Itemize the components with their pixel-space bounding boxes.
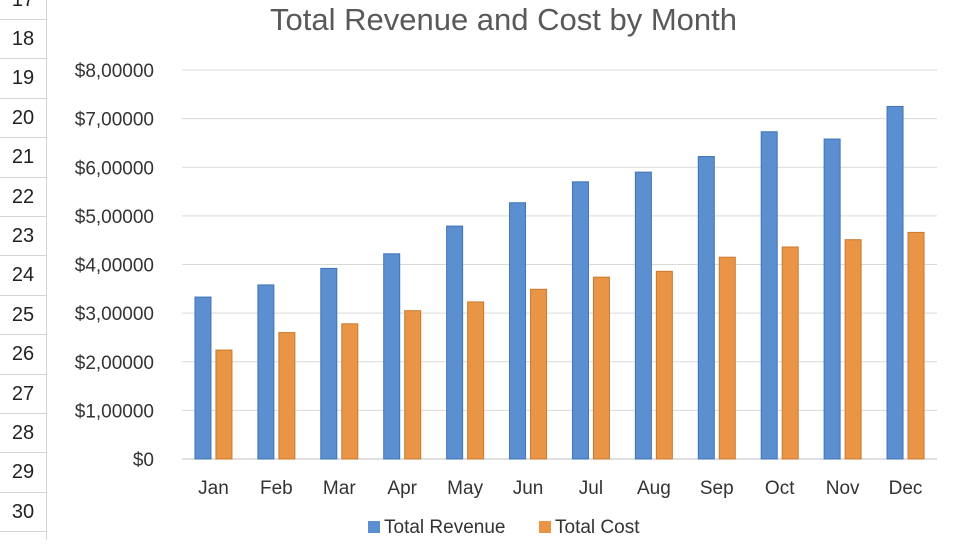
y-tick-label: $6,00000 [75, 158, 154, 179]
cost-bar-jan [215, 349, 233, 460]
cost-bar-mar [341, 323, 359, 460]
cost-bar-nov [844, 239, 862, 460]
row-header-20[interactable]: 20 [0, 99, 46, 139]
revenue-bar-jan [194, 296, 212, 460]
x-tick-label: Jan [198, 478, 229, 499]
cost-bar-jul [592, 276, 610, 460]
y-tick-label: $5,00000 [75, 207, 154, 228]
row-header-21[interactable]: 21 [0, 139, 46, 178]
y-tick-label: $8,00000 [75, 61, 154, 82]
x-tick-label: May [447, 478, 483, 499]
row-header-19[interactable]: 19 [0, 60, 46, 99]
x-tick-label: Feb [260, 478, 293, 499]
row-header-29[interactable]: 29 [0, 454, 46, 493]
cost-bar-oct [781, 246, 799, 460]
revenue-bar-sep [697, 156, 715, 460]
revenue-bar-may [446, 225, 464, 460]
row-header-18[interactable]: 18 [0, 20, 46, 60]
row-header-24[interactable]: 24 [0, 257, 46, 296]
cost-bar-may [467, 301, 485, 460]
x-tick-label: Nov [826, 478, 860, 499]
revenue-bar-apr [383, 253, 401, 460]
y-tick-label: $7,00000 [75, 110, 154, 131]
revenue-bar-oct [760, 131, 778, 460]
x-tick-label: Dec [889, 478, 923, 499]
cost-bar-dec [907, 231, 925, 460]
row-header-25[interactable]: 25 [0, 296, 46, 336]
revenue-bar-nov [823, 138, 841, 460]
revenue-bar-mar [320, 267, 338, 460]
x-tick-label: Jun [513, 478, 544, 499]
legend-swatch-cost [539, 521, 551, 533]
y-tick-label: $1,00000 [75, 401, 154, 422]
cost-bar-sep [718, 256, 736, 460]
x-tick-label: Apr [387, 478, 417, 499]
chart-title: Total Revenue and Cost by Month [270, 2, 737, 37]
row-header-28[interactable]: 28 [0, 414, 46, 454]
row-header-30[interactable]: 30 [0, 493, 46, 533]
cost-bar-jun [530, 288, 548, 460]
y-tick-label: $4,00000 [75, 256, 154, 277]
legend-label-revenue: Total Revenue [384, 517, 505, 538]
cost-bar-feb [278, 332, 296, 460]
legend-swatch-revenue [368, 521, 380, 533]
row-header-26[interactable]: 26 [0, 336, 46, 375]
x-tick-label: Sep [700, 478, 734, 499]
x-tick-label: Mar [323, 478, 356, 499]
row-headers: 1718192021222324252627282930 [0, 0, 47, 540]
cost-bar-apr [404, 310, 422, 460]
revenue-bar-jun [509, 202, 527, 460]
revenue-bar-dec [886, 105, 904, 460]
x-tick-label: Jul [579, 478, 603, 499]
bar-chart: $0 $1,00000 $2,00000 $3,00000 $4,00000 $5,000… [75, 61, 937, 538]
row-header-22[interactable]: 22 [0, 178, 46, 217]
row-header-17[interactable]: 17 [0, 0, 46, 20]
legend-label-cost: Total Cost [555, 517, 640, 538]
revenue-bar-jul [571, 181, 589, 460]
x-tick-label: Aug [637, 478, 671, 499]
revenue-bar-feb [257, 284, 275, 460]
y-tick-label: $0 [133, 450, 154, 471]
revenue-bar-aug [634, 171, 652, 460]
x-tick-label: Oct [765, 478, 795, 499]
cost-bar-aug [655, 270, 673, 460]
chart-area: Total Revenue and Cost by Month $0 $1,000… [47, 0, 960, 540]
row-header-23[interactable]: 23 [0, 217, 46, 257]
row-header-27[interactable]: 27 [0, 375, 46, 414]
y-tick-label: $3,00000 [75, 304, 154, 325]
y-tick-label: $2,00000 [75, 353, 154, 374]
